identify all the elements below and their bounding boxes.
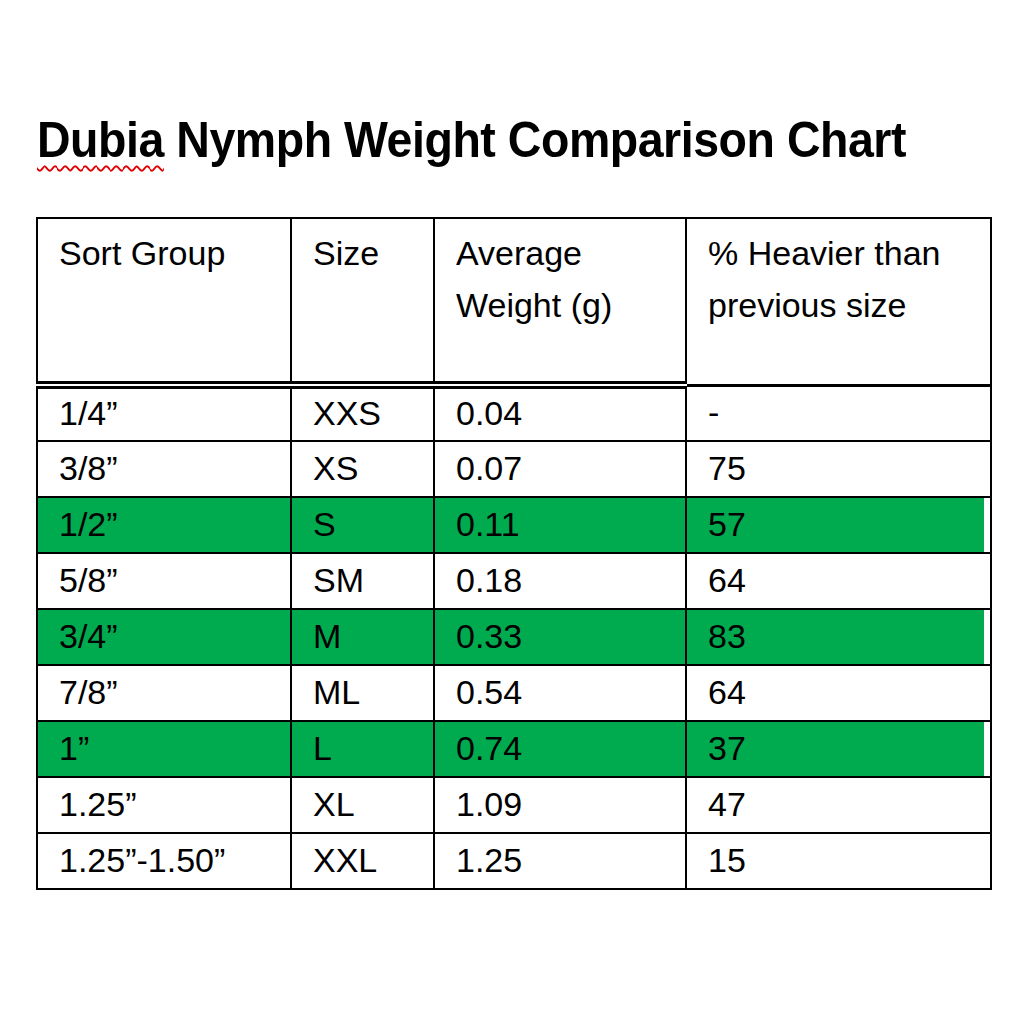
header-row: Sort Group Size Average Weight (g) % Hea… [37, 218, 991, 385]
header-average-weight: Average Weight (g) [434, 218, 686, 385]
cell-sort-group: 1” [37, 721, 291, 777]
table-row: 1/4”XXS0.04- [37, 385, 991, 441]
header-sort-group: Sort Group [37, 218, 291, 385]
cell-pct-heavier: 64 [686, 665, 991, 721]
page-title: Dubia Nymph Weight Comparison Chart [37, 110, 906, 170]
table-row: 1.25”XL1.0947 [37, 777, 991, 833]
cell-average-weight: 0.33 [434, 609, 686, 665]
cell-average-weight: 0.11 [434, 497, 686, 553]
cell-average-weight: 0.07 [434, 441, 686, 497]
table-row-highlighted: 1/2”S0.1157 [37, 497, 991, 553]
weight-comparison-table: Sort Group Size Average Weight (g) % Hea… [36, 217, 992, 890]
cell-size: XXL [291, 833, 434, 889]
cell-size: L [291, 721, 434, 777]
cell-sort-group: 1/4” [37, 385, 291, 441]
title-misspelled-word: Dubia [37, 112, 164, 168]
cell-size: S [291, 497, 434, 553]
cell-average-weight: 1.25 [434, 833, 686, 889]
cell-size: SM [291, 553, 434, 609]
table-row: 1.25”-1.50”XXL1.2515 [37, 833, 991, 889]
cell-pct-heavier: 47 [686, 777, 991, 833]
cell-average-weight: 0.04 [434, 385, 686, 441]
cell-average-weight: 0.74 [434, 721, 686, 777]
cell-average-weight: 0.54 [434, 665, 686, 721]
table-body: 1/4”XXS0.04-3/8”XS0.07751/2”S0.11575/8”S… [37, 385, 991, 889]
cell-sort-group: 3/4” [37, 609, 291, 665]
cell-pct-heavier: 37 [686, 721, 991, 777]
cell-sort-group: 1.25”-1.50” [37, 833, 291, 889]
cell-average-weight: 1.09 [434, 777, 686, 833]
cell-size: XL [291, 777, 434, 833]
cell-sort-group: 3/8” [37, 441, 291, 497]
cell-pct-heavier: 64 [686, 553, 991, 609]
cell-pct-heavier: 15 [686, 833, 991, 889]
table-row: 7/8”ML0.5464 [37, 665, 991, 721]
cell-size: M [291, 609, 434, 665]
cell-sort-group: 7/8” [37, 665, 291, 721]
cell-size: XS [291, 441, 434, 497]
cell-size: XXS [291, 385, 434, 441]
cell-pct-heavier: 57 [686, 497, 991, 553]
cell-sort-group: 1.25” [37, 777, 291, 833]
cell-sort-group: 5/8” [37, 553, 291, 609]
cell-size: ML [291, 665, 434, 721]
cell-sort-group: 1/2” [37, 497, 291, 553]
cell-pct-heavier: 75 [686, 441, 991, 497]
title-rest: Nymph Weight Comparison Chart [164, 112, 906, 168]
header-pct-heavier: % Heavier than previous size [686, 218, 991, 385]
header-size: Size [291, 218, 434, 385]
cell-average-weight: 0.18 [434, 553, 686, 609]
table-row-highlighted: 1”L0.7437 [37, 721, 991, 777]
table-row-highlighted: 3/4”M0.3383 [37, 609, 991, 665]
cell-pct-heavier: - [686, 385, 991, 441]
table-row: 5/8”SM0.1864 [37, 553, 991, 609]
table-row: 3/8”XS0.0775 [37, 441, 991, 497]
document-page: Dubia Nymph Weight Comparison Chart Sort… [0, 0, 1024, 1024]
cell-pct-heavier: 83 [686, 609, 991, 665]
